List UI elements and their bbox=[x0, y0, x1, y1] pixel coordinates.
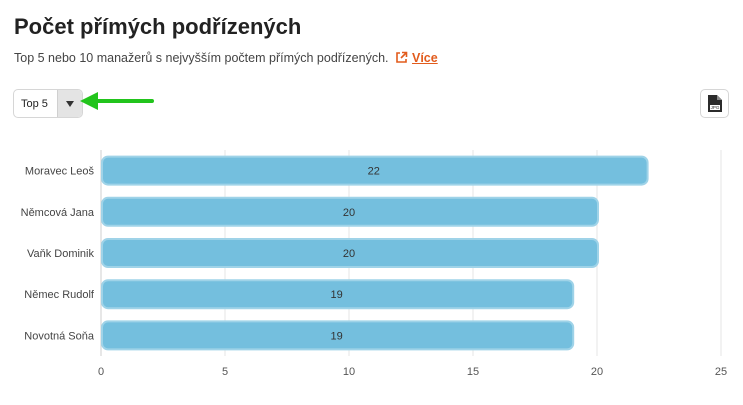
annotation-arrow bbox=[80, 92, 154, 110]
bar bbox=[101, 279, 575, 310]
bar bbox=[101, 155, 649, 186]
top-n-select-value: Top 5 bbox=[21, 98, 48, 110]
dropdown-toggle[interactable] bbox=[57, 90, 82, 117]
top-n-select[interactable]: Top 5 bbox=[13, 89, 83, 118]
x-tick-label: 15 bbox=[467, 366, 479, 378]
data-label: 20 bbox=[343, 248, 355, 260]
x-tick-label: 0 bbox=[98, 366, 104, 378]
bar bbox=[101, 238, 599, 268]
category-label: Vaňk Dominik bbox=[27, 248, 95, 260]
more-link[interactable]: Více bbox=[411, 51, 438, 65]
category-label: Němcová Jana bbox=[21, 207, 95, 219]
x-tick-label: 25 bbox=[715, 366, 727, 378]
chevron-down-icon bbox=[66, 101, 74, 107]
x-tick-label: 5 bbox=[222, 366, 228, 378]
page-subtitle: Top 5 nebo 10 manažerů s nejvyšším počte… bbox=[14, 51, 438, 67]
x-tick-label: 20 bbox=[591, 366, 603, 378]
bar bbox=[101, 196, 599, 227]
external-link-icon[interactable] bbox=[395, 51, 408, 67]
data-label: 20 bbox=[343, 207, 355, 219]
category-label: Moravec Leoš bbox=[25, 166, 95, 178]
svg-text:JPG: JPG bbox=[711, 105, 720, 110]
x-tick-label: 10 bbox=[343, 366, 355, 378]
jpg-file-icon: JPG bbox=[708, 95, 722, 112]
page-title: Počet přímých podřízených bbox=[14, 14, 302, 39]
category-label: Němec Rudolf bbox=[24, 289, 95, 301]
data-label: 22 bbox=[368, 166, 380, 178]
bar bbox=[101, 320, 575, 351]
data-label: 19 bbox=[330, 289, 342, 301]
category-label: Novotná Soňa bbox=[24, 330, 95, 342]
export-jpg-button[interactable]: JPG bbox=[700, 89, 729, 118]
subtitle-text: Top 5 nebo 10 manažerů s nejvyšším počte… bbox=[14, 51, 389, 65]
data-label: 19 bbox=[330, 330, 342, 342]
